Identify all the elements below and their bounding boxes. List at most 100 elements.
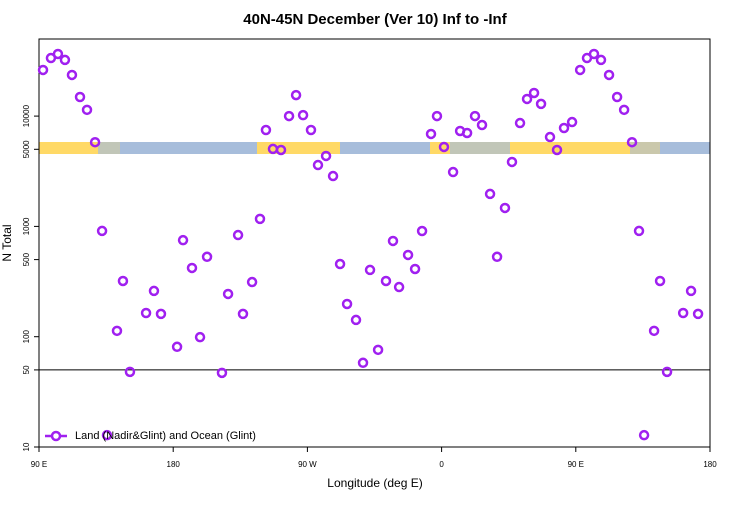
land-ocean-strip [39, 142, 710, 154]
y-tick-label: 10 [22, 442, 31, 451]
point [566, 116, 578, 128]
point [186, 262, 198, 274]
point [618, 104, 630, 116]
point [447, 166, 459, 178]
y-tick-label: 5000 [22, 140, 31, 158]
point [194, 331, 206, 343]
plot-frame [38, 38, 711, 448]
point [101, 429, 113, 441]
point [551, 144, 563, 156]
point [506, 156, 518, 168]
y-axis-label: N Total [0, 224, 14, 261]
point [469, 110, 481, 122]
point [364, 264, 376, 276]
point [201, 251, 213, 263]
point [544, 131, 556, 143]
x-tick-label: 90 W [298, 460, 317, 469]
point [96, 225, 108, 237]
point [611, 91, 623, 103]
point [626, 136, 638, 148]
point [558, 122, 570, 134]
point [140, 307, 152, 319]
point [514, 117, 526, 129]
x-tick-label: 90 E [31, 460, 47, 469]
point [654, 275, 666, 287]
point [528, 87, 540, 99]
point [237, 308, 249, 320]
point [74, 91, 86, 103]
point [499, 202, 511, 214]
point [155, 308, 167, 320]
point [89, 136, 101, 148]
point [222, 288, 234, 300]
point [380, 275, 392, 287]
point [491, 251, 503, 263]
point [171, 341, 183, 353]
point [124, 366, 136, 378]
point [692, 308, 704, 320]
point [357, 357, 369, 369]
point [661, 366, 673, 378]
point [312, 159, 324, 171]
point [37, 64, 49, 76]
chart-title: 40N-45N December (Ver 10) Inf to -Inf [243, 11, 507, 28]
point [521, 93, 533, 105]
point [425, 128, 437, 140]
point [431, 110, 443, 122]
legend-marker [50, 430, 62, 442]
x-tick-label: 90 E [568, 460, 584, 469]
point [350, 314, 362, 326]
point [275, 144, 287, 156]
point [461, 127, 473, 139]
point [254, 213, 266, 225]
y-tick-label: 500 [22, 252, 31, 266]
point [59, 54, 71, 66]
point [52, 48, 64, 60]
point [341, 298, 353, 310]
point [638, 429, 650, 441]
point [677, 307, 689, 319]
point [297, 109, 309, 121]
point [685, 285, 697, 297]
point [603, 69, 615, 81]
point [387, 235, 399, 247]
point [66, 69, 78, 81]
point [438, 141, 450, 153]
point [283, 110, 295, 122]
point [290, 89, 302, 101]
point [633, 225, 645, 237]
point [372, 344, 384, 356]
point [476, 119, 488, 131]
point [393, 281, 405, 293]
point [117, 275, 129, 287]
point [246, 276, 258, 288]
point [402, 249, 414, 261]
point [148, 285, 160, 297]
point [327, 170, 339, 182]
point [648, 325, 660, 337]
point [595, 54, 607, 66]
point [260, 124, 272, 136]
point [334, 258, 346, 270]
y-tick-label: 10000 [22, 104, 31, 127]
point [484, 188, 496, 200]
x-tick-label: 180 [703, 460, 717, 469]
point [111, 325, 123, 337]
x-tick-label: 180 [167, 460, 181, 469]
point [177, 234, 189, 246]
y-tick-label: 100 [22, 329, 31, 343]
point [232, 229, 244, 241]
point [416, 225, 428, 237]
y-tick-label: 50 [22, 365, 31, 374]
point [588, 48, 600, 60]
point [81, 104, 93, 116]
point [409, 263, 421, 275]
x-axis-label: Longitude (deg E) [327, 476, 422, 490]
point [216, 367, 228, 379]
point [320, 150, 332, 162]
legend-label: Land (Nadir&Glint) and Ocean (Glint) [75, 430, 256, 442]
x-tick-label: 0 [439, 460, 444, 469]
point [574, 64, 586, 76]
point [535, 98, 547, 110]
